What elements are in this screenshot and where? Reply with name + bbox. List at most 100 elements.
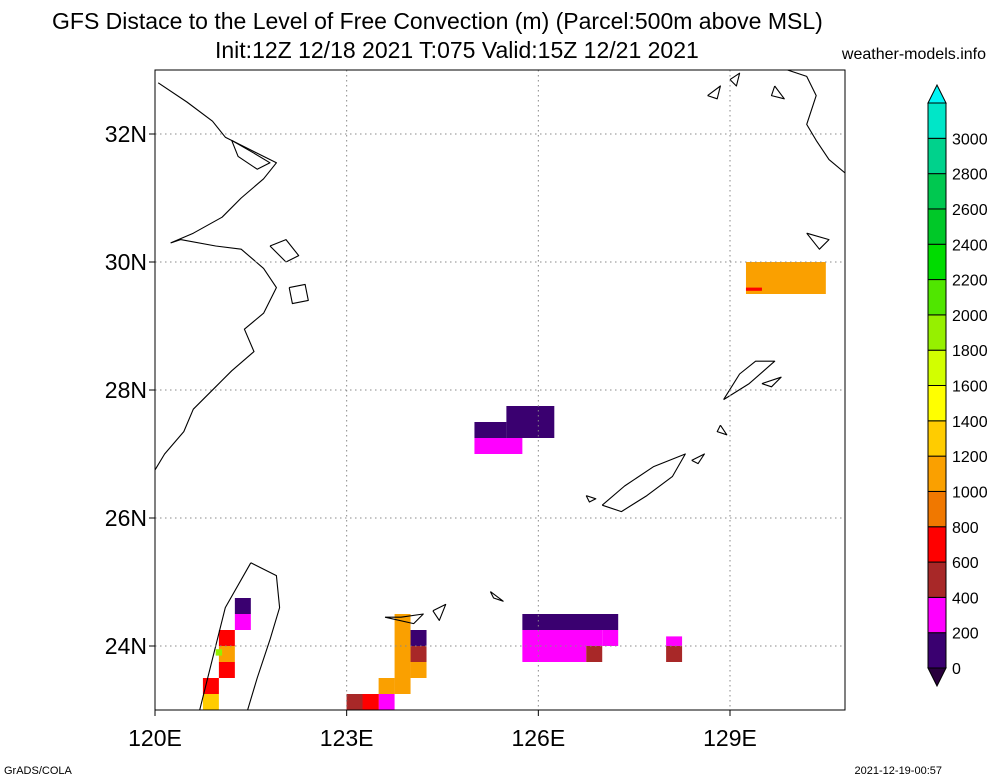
colorbar-label: 1400 xyxy=(952,414,988,431)
coastline xyxy=(691,453,705,465)
lfc-cell xyxy=(218,662,235,678)
coastline xyxy=(585,495,597,503)
lon-tick-label: 129E xyxy=(703,725,757,751)
colorbar-swatch xyxy=(927,596,947,634)
lfc-cell xyxy=(202,694,219,710)
lfc-cell xyxy=(346,694,363,710)
coastline xyxy=(384,613,424,625)
colorbar-swatch xyxy=(927,208,947,245)
lat-tick-label: 26N xyxy=(105,505,147,531)
map-subtitle: Init:12Z 12/18 2021 T:075 Valid:15Z 12/2… xyxy=(215,37,699,63)
lon-tick-label: 120E xyxy=(128,725,182,751)
colorbar-top-arrow xyxy=(927,83,947,104)
lfc-cell xyxy=(745,262,826,278)
colorbar-swatch xyxy=(927,173,947,210)
coastline xyxy=(199,562,281,710)
graticule xyxy=(155,70,845,710)
colorbar-label: 2200 xyxy=(952,273,988,290)
colorbar-swatch xyxy=(927,455,947,492)
lfc-cell xyxy=(394,646,411,662)
colorbar-swatch xyxy=(927,314,947,351)
lon-tick-label: 123E xyxy=(320,725,374,751)
colorbar-label: 600 xyxy=(952,555,979,572)
lfc-cell xyxy=(218,646,235,662)
lfc-cell xyxy=(410,662,427,678)
coastline xyxy=(806,232,830,250)
lfc-cell xyxy=(215,649,223,656)
lfc-cell xyxy=(474,422,507,438)
lfc-cell xyxy=(586,646,603,662)
coastline xyxy=(231,139,271,170)
colorbar-swatch xyxy=(927,137,947,175)
lfc-cell xyxy=(234,614,251,630)
lat-tick-label: 24N xyxy=(105,633,147,659)
lfc-cell xyxy=(745,287,762,291)
colorbar-label: 200 xyxy=(952,626,979,643)
colorbar-label: 1000 xyxy=(952,484,988,501)
lfc-cell xyxy=(394,630,411,646)
lfc-cell xyxy=(378,694,395,710)
coastline xyxy=(601,453,686,513)
coastline xyxy=(288,283,309,305)
colorbar-swatch xyxy=(927,632,947,669)
colorbar-swatch xyxy=(927,102,947,139)
lfc-field xyxy=(202,262,826,710)
lat-tick-label: 32N xyxy=(105,121,147,147)
coastline xyxy=(489,591,504,602)
colorbar-swatch xyxy=(927,279,947,316)
lfc-cell xyxy=(378,678,395,694)
footer-software: GrADS/COLA xyxy=(4,765,72,777)
colorbar-label: 2800 xyxy=(952,167,988,184)
colorbar-swatch xyxy=(927,490,947,528)
colorbar-bottom-arrow xyxy=(927,667,947,688)
coastline xyxy=(787,70,845,174)
coastline xyxy=(716,424,728,436)
footer-timestamp: 2021-12-19-00:57 xyxy=(854,765,942,777)
lfc-cell xyxy=(474,438,523,454)
lfc-cell xyxy=(394,614,411,630)
lfc-cell xyxy=(666,646,683,662)
lfc-cell xyxy=(410,630,427,646)
coastline xyxy=(761,376,782,388)
lfc-cell xyxy=(506,406,555,422)
lfc-cell xyxy=(394,662,411,678)
lfc-cell xyxy=(522,630,603,646)
lat-tick-label: 28N xyxy=(105,377,147,403)
colorbar: 0 200 400 600 800 1000 1200 1400 1600 1800 2000 220… xyxy=(927,83,988,688)
lfc-cell xyxy=(522,646,587,662)
colorbar-label: 2400 xyxy=(952,237,988,254)
colorbar-swatch xyxy=(927,420,947,457)
colorbar-label: 1600 xyxy=(952,379,988,396)
lfc-cell xyxy=(410,646,427,662)
coastline xyxy=(729,72,741,87)
coastline xyxy=(155,82,277,471)
coastline xyxy=(432,603,447,621)
coastline xyxy=(770,85,785,100)
colorbar-label: 2600 xyxy=(952,202,988,219)
colorbar-label: 3000 xyxy=(952,131,988,148)
map-axes: 120E 123E 126E 129E 24N 26N 28N 30N 32N xyxy=(105,121,757,751)
coastline xyxy=(723,360,776,401)
lfc-cell xyxy=(394,678,411,694)
colorbar-swatch xyxy=(927,243,947,281)
coastlines xyxy=(155,70,845,710)
map-title: GFS Distace to the Level of Free Convect… xyxy=(52,8,823,34)
colorbar-swatch xyxy=(927,349,947,386)
lfc-cell xyxy=(362,694,379,710)
colorbar-swatch xyxy=(927,385,947,422)
colorbar-label: 1200 xyxy=(952,449,988,466)
colorbar-label: 2000 xyxy=(952,308,988,325)
lfc-cell xyxy=(522,614,619,630)
lfc-cell xyxy=(745,278,826,294)
lfc-cell xyxy=(602,630,619,646)
colorbar-label: 1800 xyxy=(952,343,988,360)
lfc-cell xyxy=(218,630,235,646)
coastline xyxy=(269,239,300,263)
lfc-cell xyxy=(234,598,251,614)
coastline xyxy=(707,85,721,100)
lfc-cell xyxy=(666,636,683,646)
lon-tick-label: 126E xyxy=(511,725,565,751)
lfc-cell xyxy=(506,422,555,438)
colorbar-label: 400 xyxy=(952,590,979,607)
